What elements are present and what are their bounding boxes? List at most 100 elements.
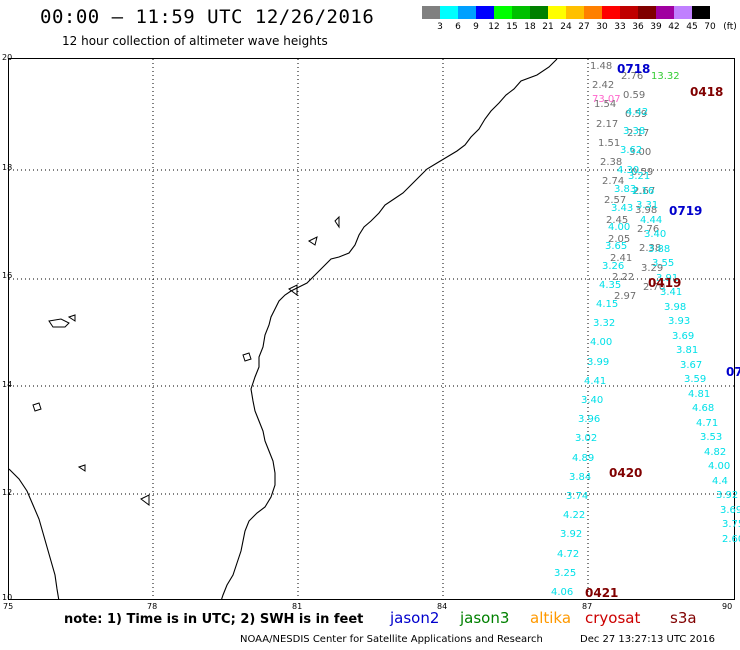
satellite-legend-item: cryosat xyxy=(585,609,641,627)
color-scale-label: 18 xyxy=(524,22,536,32)
color-swatch xyxy=(494,6,512,19)
wave-height-value: 3.96 xyxy=(578,414,601,426)
color-swatch xyxy=(674,6,692,19)
wave-height-value: 1.51 xyxy=(598,137,621,149)
grid-lines xyxy=(9,59,734,599)
wave-height-value: 4.00 xyxy=(590,337,613,349)
color-scale-label: 27 xyxy=(578,22,590,32)
satellite-legend-item: altika xyxy=(530,609,572,627)
wave-height-value: 3.26 xyxy=(602,260,625,272)
wave-height-value: 4.89 xyxy=(572,452,595,464)
wave-height-value: 2.60 xyxy=(722,533,740,545)
wave-height-value: 3.88 xyxy=(648,243,671,255)
pass-time-label: 0719 xyxy=(669,204,703,218)
color-scale-label: 36 xyxy=(632,22,644,32)
footer-note: note: 1) Time is in UTC; 2) SWH is in fe… xyxy=(64,612,364,627)
page-title: 00:00 – 11:59 UTC 12/26/2016 xyxy=(40,6,375,28)
color-swatch xyxy=(476,6,494,19)
latitude-tick-label: 14 xyxy=(2,380,13,389)
longitude-tick-label: 75 xyxy=(3,602,14,611)
pass-time-label: 0418 xyxy=(690,85,724,99)
color-scale-label: 45 xyxy=(686,22,698,32)
wave-height-value: 3.53 xyxy=(700,432,723,443)
wave-height-value: 3.00 xyxy=(629,147,652,159)
wave-height-value: 4.41 xyxy=(584,375,607,387)
wave-height-value: 4.81 xyxy=(688,388,711,400)
wave-height-value: 1.48 xyxy=(590,61,613,72)
wave-height-value: 2.16 xyxy=(632,185,655,197)
wave-height-value: 4.71 xyxy=(696,417,719,429)
wave-height-value: 4.42 xyxy=(626,107,649,118)
wave-height-value: 4.06 xyxy=(551,587,574,598)
wave-height-value: 3.91 xyxy=(656,272,679,284)
wave-height-value: 2.76 xyxy=(637,224,660,236)
wave-height-value: 3.81 xyxy=(676,345,699,356)
wave-height-value: 3.21 xyxy=(628,171,651,182)
footer-timestamp: Dec 27 13:27:13 UTC 2016 xyxy=(580,634,715,645)
wave-height-value: 3.98 xyxy=(664,301,687,313)
color-scale-label: 33 xyxy=(614,22,626,32)
wave-height-value: 4.82 xyxy=(704,446,727,458)
wave-height-value: 3.69 xyxy=(720,504,740,516)
wave-height-value: 3.02 xyxy=(575,433,598,445)
satellite-legend-item: jason3 xyxy=(460,609,510,627)
latitude-tick-label: 12 xyxy=(2,488,13,497)
pass-time-label: 0419 xyxy=(648,276,682,290)
color-swatch xyxy=(584,6,602,19)
wave-height-value: 3.92 xyxy=(560,529,583,541)
wave-height-value: 4.35 xyxy=(599,279,622,291)
longitude-tick-label: 90 xyxy=(722,602,733,611)
longitude-tick-label: 87 xyxy=(582,602,593,611)
wave-height-value: 3.31 xyxy=(636,200,659,211)
wave-height-value: 3.38 xyxy=(623,126,646,138)
island-marks xyxy=(32,215,340,506)
latitude-tick-label: 16 xyxy=(2,271,13,280)
wave-height-value: 4.44 xyxy=(640,214,663,226)
wave-height-value: 3.69 xyxy=(672,330,695,342)
wave-height-value: 3.99 xyxy=(587,356,610,368)
color-swatch xyxy=(692,6,710,19)
wave-height-value: 3.62 xyxy=(620,145,643,157)
wave-height-value: 3.40 xyxy=(581,395,604,406)
longitude-tick-label: 81 xyxy=(292,602,303,611)
wave-height-value: 0.59 xyxy=(631,166,654,178)
color-swatch xyxy=(422,6,440,19)
wave-height-value: 3.29 xyxy=(641,262,664,274)
wave-height-value: 4.68 xyxy=(692,403,715,414)
color-swatch xyxy=(512,6,530,19)
longitude-tick-label: 84 xyxy=(437,602,448,611)
color-scale-label: 12 xyxy=(488,22,500,32)
left-coastline xyxy=(9,468,60,599)
coastline xyxy=(221,59,558,599)
color-scale-label: (ft) xyxy=(723,22,737,32)
color-scale-label: 3 xyxy=(437,22,443,32)
wave-height-value: 2.22 xyxy=(612,272,635,284)
latitude-tick-label: 20 xyxy=(2,53,13,62)
wave-height-value: 2.42 xyxy=(592,80,615,92)
wave-height-value: 3.98 xyxy=(635,205,658,216)
wave-height-value: 2.76 xyxy=(621,70,644,82)
wave-height-value: 4.15 xyxy=(596,299,619,310)
wave-height-value: 3.92 xyxy=(716,490,739,501)
color-swatch xyxy=(566,6,584,19)
pass-time-label: 07 xyxy=(726,365,740,379)
wave-height-value: 3.84 xyxy=(569,471,592,483)
color-swatch xyxy=(548,6,566,19)
color-scale-label: 24 xyxy=(560,22,572,32)
wave-height-value: 3.55 xyxy=(652,258,675,269)
color-scale-bar xyxy=(422,6,710,19)
color-scale-label: 39 xyxy=(650,22,662,32)
pass-time-label: 0420 xyxy=(609,466,643,480)
color-swatch xyxy=(602,6,620,19)
color-swatch xyxy=(530,6,548,19)
wave-height-value: 2.05 xyxy=(608,233,631,245)
pass-time-label: 0421 xyxy=(585,586,619,600)
wave-height-value: 4.22 xyxy=(563,510,586,522)
color-swatch xyxy=(620,6,638,19)
wave-height-value: 3.32 xyxy=(593,318,616,330)
footer-credit: NOAA/NESDIS Center for Satellite Applica… xyxy=(240,634,543,645)
latitude-tick-label: 10 xyxy=(2,593,13,602)
wave-height-value: 2.38 xyxy=(600,157,623,168)
wave-height-value: 2.97 xyxy=(614,291,637,303)
